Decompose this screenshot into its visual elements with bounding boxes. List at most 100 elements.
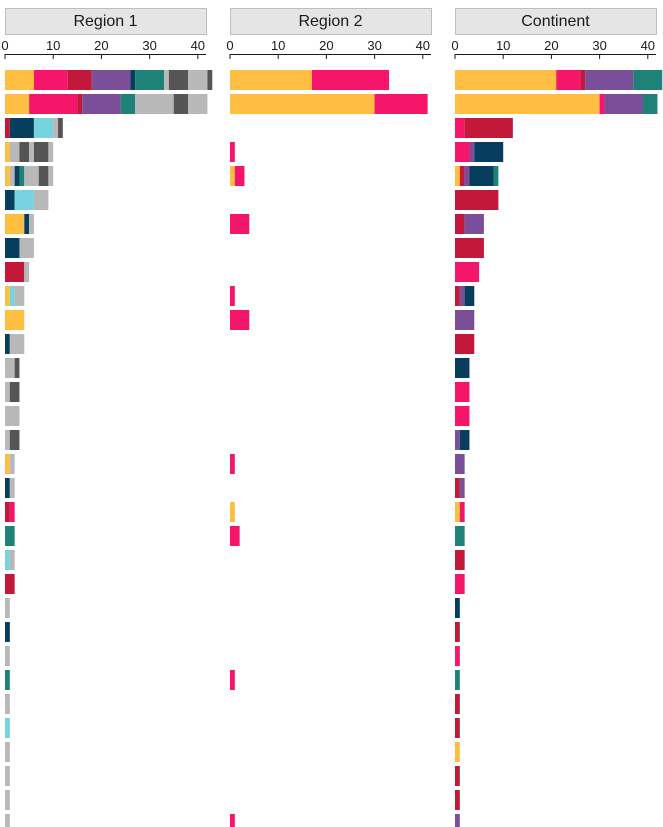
- bar-segment-region-2-row-2-seg-2: [374, 94, 428, 114]
- bar-segment-region-1-row-1-seg-8: [168, 70, 189, 90]
- bar-segment-continent-row-4-seg-2: [469, 142, 475, 162]
- bar-segment-continent-row-22-seg-1: [455, 574, 465, 594]
- bar-segment-region-2-row-5-seg-1: [230, 166, 235, 186]
- bar-segment-continent-row-2-seg-4: [642, 94, 658, 114]
- bar-segment-region-1-row-18-seg-2: [9, 478, 15, 498]
- x-tick-label-continent-10: 10: [496, 38, 510, 53]
- x-tick-label-region-1-40: 40: [191, 38, 205, 53]
- bar-segment-region-1-row-16-seg-2: [9, 430, 20, 450]
- bar-segment-region-1-row-1-seg-3: [67, 70, 92, 90]
- bar-segment-region-1-row-17-seg-2: [9, 454, 15, 474]
- bar-segment-region-1-row-16-seg-1: [5, 430, 10, 450]
- bar-segment-region-1-row-22-seg-1: [5, 574, 15, 594]
- x-tick-label-continent-0: 0: [451, 38, 458, 53]
- bar-segment-region-2-row-17-seg-1: [230, 454, 235, 474]
- bar-segment-continent-row-11-seg-1: [455, 310, 475, 330]
- bar-segment-continent-row-32-seg-1: [455, 814, 460, 827]
- bar-segment-region-1-row-9-seg-2: [24, 262, 30, 282]
- bar-segment-continent-row-17-seg-1: [455, 454, 465, 474]
- bar-segment-continent-row-2-seg-3: [604, 94, 643, 114]
- bar-segment-continent-row-19-seg-1: [455, 502, 460, 522]
- x-tick-label-region-1-20: 20: [94, 38, 108, 53]
- bar-segment-region-1-row-4-seg-5: [33, 142, 49, 162]
- bar-segment-continent-row-18-seg-1: [455, 478, 460, 498]
- bar-segment-region-2-row-20-seg-1: [230, 526, 240, 546]
- bar-segment-region-1-row-5-seg-2: [9, 166, 15, 186]
- bar-segment-region-1-row-14-seg-1: [5, 382, 10, 402]
- bar-segment-region-1-row-3-seg-2: [9, 118, 34, 138]
- bar-segment-region-2-row-19-seg-1: [230, 502, 235, 522]
- bar-segment-region-1-row-2-seg-3: [77, 94, 83, 114]
- x-tick-label-region-1-10: 10: [46, 38, 60, 53]
- bar-segment-continent-row-5-seg-4: [469, 166, 494, 186]
- bar-segment-region-1-row-10-seg-2: [9, 286, 15, 306]
- bar-segment-continent-row-9-seg-1: [455, 262, 480, 282]
- bar-segment-continent-row-23-seg-1: [455, 598, 460, 618]
- bar-segment-continent-row-5-seg-2: [459, 166, 465, 186]
- bar-segment-continent-row-4-seg-3: [474, 142, 504, 162]
- bar-segment-continent-row-1-seg-5: [633, 70, 663, 90]
- bar-segment-continent-row-3-seg-1: [455, 118, 465, 138]
- x-tick-label-region-2-30: 30: [367, 38, 381, 53]
- facet-title-region-2: Region 2: [298, 13, 362, 30]
- bar-segment-region-1-row-7-seg-2: [24, 214, 30, 234]
- bar-segment-region-1-row-2-seg-5: [120, 94, 136, 114]
- bar-segment-region-1-row-4-seg-2: [9, 142, 20, 162]
- bar-segment-region-1-row-20-seg-1: [5, 526, 15, 546]
- bar-segment-region-1-row-1-seg-1: [5, 70, 34, 90]
- bar-segment-region-1-row-13-seg-2: [14, 358, 20, 378]
- bar-segment-continent-row-2-seg-2: [599, 94, 605, 114]
- bar-segment-continent-row-5-seg-3: [464, 166, 470, 186]
- bar-segment-continent-row-4-seg-1: [455, 142, 470, 162]
- facet-strip-continent: [455, 8, 657, 35]
- bar-segment-region-1-row-1-seg-2: [33, 70, 68, 90]
- bar-segment-region-1-row-8-seg-1: [5, 238, 20, 258]
- bar-segment-region-1-row-14-seg-2: [9, 382, 20, 402]
- bar-segment-region-2-row-10-seg-1: [230, 286, 235, 306]
- bar-segment-region-1-row-4-seg-4: [29, 142, 34, 162]
- x-tick-label-region-2-10: 10: [271, 38, 285, 53]
- bar-segment-region-2-row-11-seg-1: [230, 310, 250, 330]
- bar-segment-continent-row-5-seg-5: [493, 166, 499, 186]
- bar-segment-continent-row-30-seg-1: [455, 766, 460, 786]
- bar-segment-region-1-row-3-seg-5: [58, 118, 63, 138]
- bar-segment-region-1-row-2-seg-1: [5, 94, 30, 114]
- bar-segment-continent-row-7-seg-1: [455, 214, 465, 234]
- bar-segment-region-2-row-2-seg-1: [230, 94, 375, 114]
- bar-segment-continent-row-18-seg-2: [459, 478, 465, 498]
- bar-segment-continent-row-7-seg-2: [464, 214, 484, 234]
- bar-segment-region-1-row-2-seg-6: [135, 94, 174, 114]
- bar-segment-region-1-row-25-seg-1: [5, 646, 10, 666]
- bar-segment-region-2-row-26-seg-1: [230, 670, 235, 690]
- x-tick-label-continent-30: 30: [592, 38, 606, 53]
- x-tick-label-region-2-40: 40: [416, 38, 430, 53]
- bar-segment-region-1-row-13-seg-1: [5, 358, 15, 378]
- bar-segment-region-1-row-18-seg-1: [5, 478, 10, 498]
- bar-segment-region-1-row-9-seg-1: [5, 262, 25, 282]
- bar-segment-continent-row-21-seg-1: [455, 550, 465, 570]
- bar-segment-continent-row-28-seg-1: [455, 718, 460, 738]
- bar-segment-continent-row-1-seg-3: [580, 70, 586, 90]
- bar-segment-region-1-row-1-seg-9: [188, 70, 208, 90]
- bar-segment-region-1-row-19-seg-1: [5, 502, 10, 522]
- bar-segment-region-2-row-1-seg-2: [311, 70, 390, 90]
- bar-segment-region-2-row-1-seg-1: [230, 70, 312, 90]
- bar-segment-continent-row-16-seg-2: [459, 430, 470, 450]
- bar-segment-region-1-row-5-seg-7: [38, 166, 49, 186]
- bar-segment-continent-row-10-seg-2: [459, 286, 465, 306]
- x-tick-label-continent-40: 40: [641, 38, 655, 53]
- bar-segment-region-1-row-12-seg-1: [5, 334, 10, 354]
- bar-segment-region-1-row-1-seg-10: [207, 70, 213, 90]
- bar-segment-continent-row-25-seg-1: [455, 646, 460, 666]
- bar-segment-region-1-row-2-seg-4: [82, 94, 121, 114]
- bar-segment-continent-row-20-seg-1: [455, 526, 465, 546]
- x-tick-label-region-1-0: 0: [1, 38, 8, 53]
- x-tick-label-region-2-0: 0: [226, 38, 233, 53]
- bar-segment-continent-row-13-seg-1: [455, 358, 470, 378]
- bar-segment-continent-row-29-seg-1: [455, 742, 460, 762]
- bar-segment-region-1-row-5-seg-8: [48, 166, 54, 186]
- bar-segment-region-1-row-10-seg-3: [14, 286, 25, 306]
- bar-segment-region-1-row-1-seg-5: [130, 70, 136, 90]
- bar-segment-region-1-row-28-seg-1: [5, 718, 10, 738]
